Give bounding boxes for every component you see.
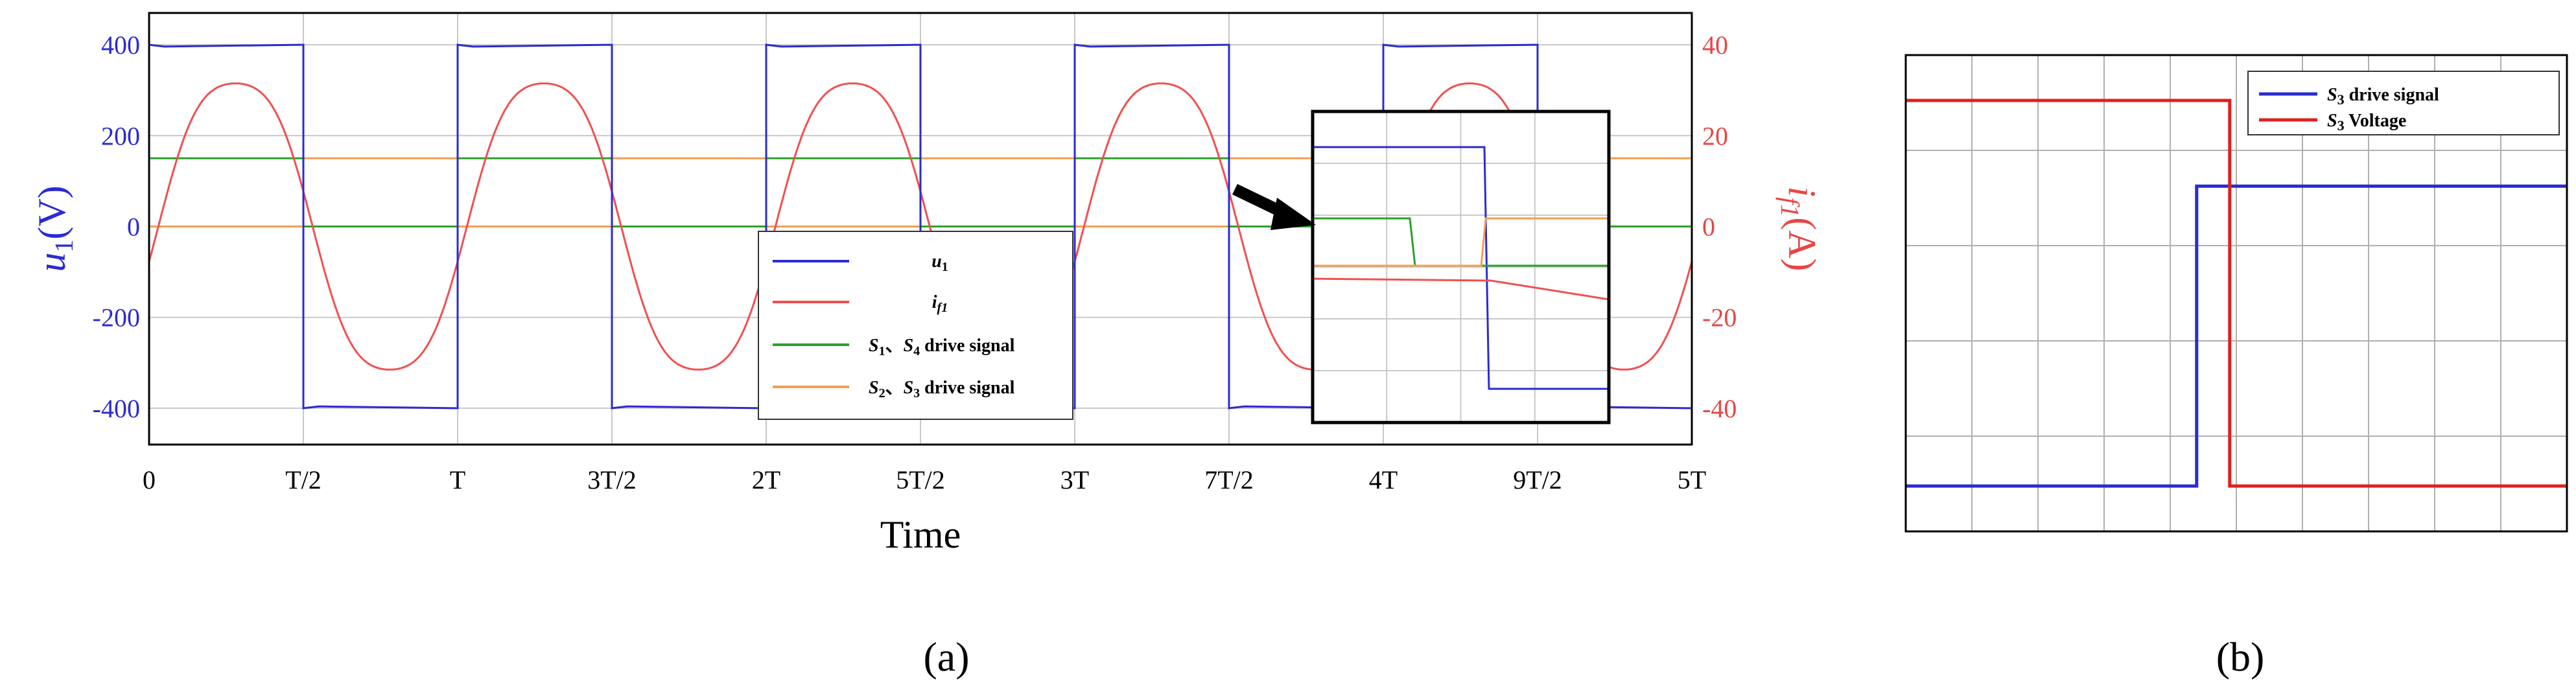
series-s3-voltage <box>1906 99 2567 488</box>
caption-a: (a) <box>923 634 969 680</box>
svg-text:S3 drive signal: S3 drive signal <box>2327 85 2439 108</box>
left-tick-label: 200 <box>101 121 140 150</box>
series-s3-drive-signal <box>1906 184 2567 488</box>
chart-a-left-axis-symbol: u <box>30 253 73 272</box>
x-tick-label: 0 <box>143 465 156 494</box>
chart-a-x-tick-labels: 0 T/2 T 3T/2 2T 5T/2 3T 7T/2 4T 9T/2 5T <box>143 465 1706 494</box>
legend-item-s1-s4: S1、S4 drive signal <box>773 336 1015 358</box>
chart-b-plot-frame <box>1904 54 2568 533</box>
inset-s2-s3 <box>1313 217 1609 267</box>
x-tick-label: 2T <box>752 465 780 494</box>
svg-text:S1、S4 drive signal: S1、S4 drive signal <box>869 336 1015 358</box>
svg-text:if1: if1 <box>932 292 948 315</box>
chart-a-right-tick-labels: 40 20 0 -20 -40 <box>1702 30 1737 423</box>
x-tick-label: 9T/2 <box>1513 465 1562 494</box>
caption-b: (b) <box>2216 634 2265 680</box>
legend-item-if1: if1 <box>773 292 948 315</box>
chart-a-right-axis-subscript: f1 <box>1775 197 1805 217</box>
left-tick-label: 400 <box>101 30 140 60</box>
svg-text:S2、S3 drive signal: S2、S3 drive signal <box>869 378 1015 400</box>
x-tick-label: 3T <box>1060 465 1089 494</box>
right-tick-label: 0 <box>1702 212 1715 241</box>
chart-b-grid <box>1906 55 2567 531</box>
inset-u1 <box>1313 146 1609 390</box>
chart-b: S3 drive signal S3 Voltage (b) <box>1904 54 2568 680</box>
right-tick-label: -20 <box>1702 303 1737 332</box>
chart-a-left-axis-subscript: 1 <box>49 240 78 253</box>
inset-if1 <box>1312 277 1610 301</box>
x-tick-label: 5T/2 <box>896 465 945 494</box>
x-tick-label: T/2 <box>285 465 322 494</box>
chart-b-series <box>1906 99 2567 488</box>
chart-a-right-axis-title: if1(A) <box>1775 186 1823 271</box>
svg-text:S3 Voltage: S3 Voltage <box>2327 111 2406 133</box>
right-tick-label: -40 <box>1702 394 1737 423</box>
legend-item-s3-drive: S3 drive signal <box>2259 85 2439 108</box>
chart-a-plot-frame <box>148 12 1693 446</box>
legend-item-s2-s3: S2、S3 drive signal <box>773 378 1015 400</box>
chart-b-legend-box <box>2247 71 2560 135</box>
chart-a-inset-lines <box>1312 146 1610 390</box>
chart-a-inset <box>1311 110 1611 424</box>
chart-a-left-axis-unit: (V) <box>30 185 73 239</box>
chart-a-x-axis-title: Time <box>880 513 961 556</box>
x-tick-label: T <box>450 465 465 494</box>
chart-a-left-tick-labels: 400 200 0 -200 -400 <box>93 30 140 423</box>
chart-a-inset-grid <box>1313 111 1609 423</box>
chart-a-legend: u1 if1 S1、S4 drive signal S2、S3 drive si… <box>758 231 1073 420</box>
chart-a-right-axis-symbol: i <box>1781 186 1823 197</box>
chart-a-left-axis-title: u1(V) <box>30 185 78 272</box>
inset-s1-s4 <box>1313 217 1609 267</box>
legend-item-u1: u1 <box>773 251 948 274</box>
left-tick-label: 0 <box>127 212 140 241</box>
right-tick-label: 40 <box>1702 30 1728 60</box>
left-tick-label: -400 <box>93 394 140 423</box>
chart-a-inset-arrow <box>1232 183 1316 230</box>
legend-item-s3-voltage: S3 Voltage <box>2259 111 2406 133</box>
right-tick-label: 20 <box>1702 121 1728 150</box>
chart-a: 0 T/2 T 3T/2 2T 5T/2 3T 7T/2 4T 9T/2 5T 4002000-20… <box>30 12 1823 680</box>
chart-a-inset-frame <box>1311 110 1611 424</box>
left-tick-label: -200 <box>93 303 140 332</box>
chart-b-legend: S3 drive signal S3 Voltage <box>2247 71 2560 135</box>
series-u1 <box>148 43 1692 410</box>
x-tick-label: 3T/2 <box>587 465 637 494</box>
x-tick-label: 5T <box>1678 465 1706 494</box>
chart-a-right-axis-unit: (A) <box>1781 217 1823 271</box>
x-tick-label: 7T/2 <box>1204 465 1254 494</box>
x-tick-label: 4T <box>1369 465 1398 494</box>
svg-text:u1: u1 <box>931 251 948 274</box>
